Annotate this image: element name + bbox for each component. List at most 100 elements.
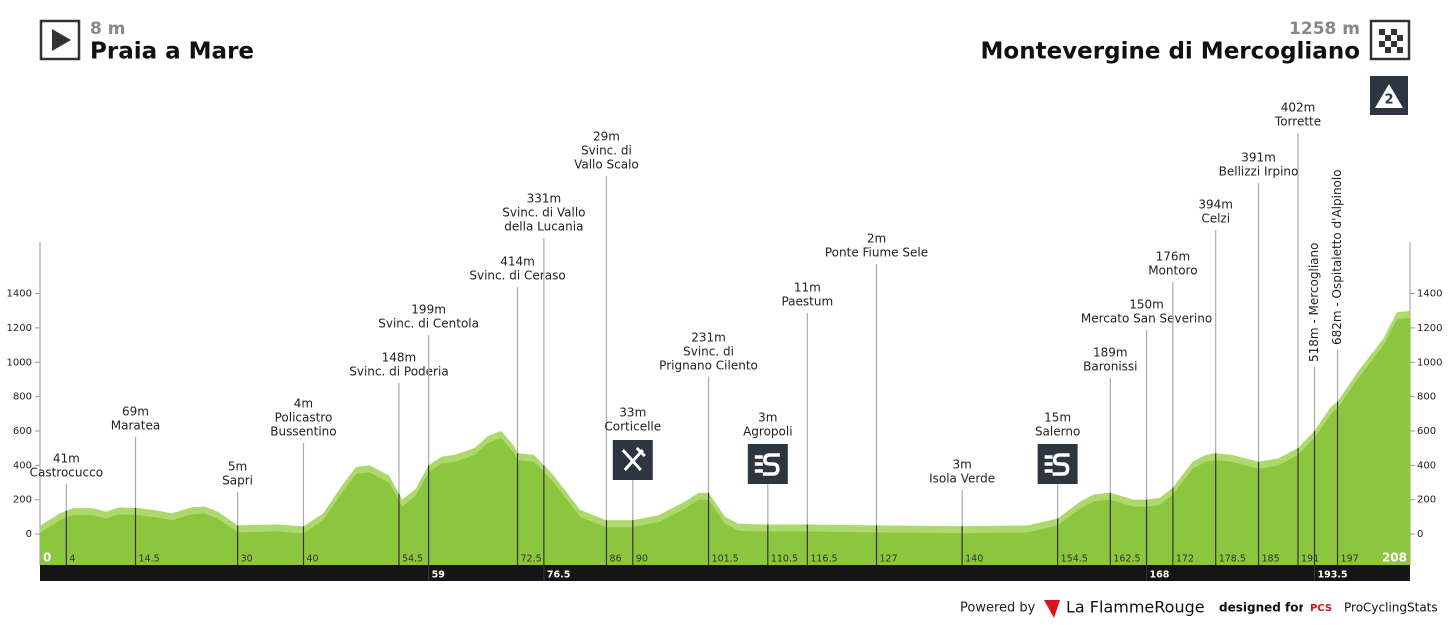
waypoint-label: Paestum xyxy=(781,295,833,309)
km-label: 154.5 xyxy=(1061,554,1088,565)
km-label: 116.5 xyxy=(810,554,837,565)
waypoint-label: Policastro xyxy=(275,411,333,425)
waypoint-label: 682m - Ospitaletto d'Alpinolo xyxy=(1330,169,1344,345)
sprint-icon xyxy=(747,444,788,484)
km-label: 168 xyxy=(1150,570,1170,581)
waypoint-label: 231m xyxy=(691,331,726,345)
waypoint-label: 33m xyxy=(619,406,646,420)
waypoint-label: 148m xyxy=(382,351,417,365)
y-tick-label: 600 xyxy=(1417,426,1436,437)
waypoint-label: Sapri xyxy=(222,474,253,488)
start-icon xyxy=(39,19,81,61)
start-altitude: 8 m xyxy=(90,19,125,39)
start-name: Praia a Mare xyxy=(90,39,254,65)
y-tick-label: 1000 xyxy=(7,357,32,368)
waypoint-label: 199m xyxy=(411,303,446,317)
y-tick-label: 0 xyxy=(1417,529,1423,540)
km-label: 86 xyxy=(609,554,621,565)
km-label: 76.5 xyxy=(547,570,570,581)
km-label: 72.5 xyxy=(521,554,542,565)
km-label: 40 xyxy=(306,554,318,565)
waypoint-label: 414m xyxy=(500,255,535,269)
waypoint-label: Maratea xyxy=(111,419,160,433)
pcs-box xyxy=(1303,602,1340,614)
y-tick-label: 0 xyxy=(26,529,32,540)
sprint-icon xyxy=(1037,444,1078,484)
waypoint-label: Mercato San Severino xyxy=(1081,312,1212,326)
km-label: 193.5 xyxy=(1317,570,1347,581)
y-tick-label: 400 xyxy=(13,460,32,471)
climb-badge: 2 xyxy=(1370,76,1408,115)
km-label: 59 xyxy=(432,570,445,581)
waypoint-label: della Lucania xyxy=(504,220,583,234)
icon-glyph xyxy=(754,453,780,476)
y-tick-label: 1400 xyxy=(7,289,32,300)
y-tick-label: 1200 xyxy=(1417,323,1442,334)
waypoint-label: Baronissi xyxy=(1083,360,1137,374)
waypoint-label: Ponte Fiume Sele xyxy=(825,246,928,260)
waypoint-label: Svinc. di xyxy=(581,144,632,158)
footer: Powered by La FlammeRouge designed for P… xyxy=(960,598,1438,618)
waypoint-label: Torrette xyxy=(1274,115,1321,129)
icon-glyph xyxy=(621,446,646,472)
feed-icon xyxy=(612,440,653,480)
y-tick-label: 200 xyxy=(13,495,32,506)
waypoint-label: Corticelle xyxy=(604,420,661,434)
brand-logo xyxy=(1044,600,1060,618)
waypoint-label: Salerno xyxy=(1035,425,1080,439)
waypoint-label: Castrocucco xyxy=(30,466,103,480)
icon-glyph xyxy=(1044,453,1070,476)
waypoint-label: 2m xyxy=(867,232,886,246)
waypoint-label: 11m xyxy=(794,281,821,295)
waypoint-label: 3m xyxy=(952,458,971,472)
waypoint-label: 331m xyxy=(527,192,562,206)
km-label: 127 xyxy=(879,554,897,565)
y-tick-label: 1000 xyxy=(1417,357,1442,368)
km-label: 162.5 xyxy=(1113,554,1140,565)
waypoint-label: Bellizzi Irpino xyxy=(1219,165,1299,179)
waypoint-label: Svinc. di xyxy=(683,345,734,359)
waypoint-label: Prignano Cilento xyxy=(659,359,758,373)
km-label: 54.5 xyxy=(402,554,423,565)
km-label: 101.5 xyxy=(712,554,739,565)
waypoint-label: Svinc. di Vallo xyxy=(502,206,585,220)
waypoint-label: 394m xyxy=(1198,198,1233,212)
km-label: 191 xyxy=(1301,554,1319,565)
waypoint-label: 29m xyxy=(593,130,620,144)
km-label: 90 xyxy=(636,554,648,565)
finish-icon xyxy=(1369,19,1411,61)
waypoint-label: Svinc. di Poderia xyxy=(349,365,448,379)
profile-area xyxy=(40,317,1410,565)
km-label: 185 xyxy=(1262,554,1280,565)
waypoint-label: 150m xyxy=(1129,298,1164,312)
y-tick-label: 1400 xyxy=(1417,289,1442,300)
waypoint-label: 3m xyxy=(758,411,777,425)
pcs: PCS xyxy=(1310,603,1332,614)
waypoint-label: Vallo Scalo xyxy=(574,158,639,172)
waypoint-label: Svinc. di Ceraso xyxy=(469,269,565,283)
km-finish: 208 xyxy=(1382,551,1407,565)
y-tick-label: 1200 xyxy=(7,323,32,334)
km-label: 14.5 xyxy=(139,554,160,565)
y-tick-label: 400 xyxy=(1417,460,1436,471)
powered-by: Powered by xyxy=(960,601,1036,616)
km-label: 4 xyxy=(69,554,75,565)
waypoint-label: 69m xyxy=(122,405,149,419)
km-label: 30 xyxy=(241,554,253,565)
waypoint-label: Bussentino xyxy=(270,425,336,439)
waypoint-label: 402m xyxy=(1281,101,1316,115)
km-label: 172 xyxy=(1176,554,1194,565)
km-label: 140 xyxy=(965,554,983,565)
waypoint-label: Agropoli xyxy=(743,425,792,439)
km-label: 110.5 xyxy=(771,554,798,565)
waypoint-label: 518m - Mercogliano xyxy=(1307,243,1321,362)
waypoint-label: Isola Verde xyxy=(929,472,995,486)
waypoint-label: 189m xyxy=(1093,346,1128,360)
waypoint-label: 391m xyxy=(1241,151,1276,165)
waypoint-label: Celzi xyxy=(1201,212,1230,226)
y-tick-label: 800 xyxy=(1417,392,1436,403)
waypoint-label: 15m xyxy=(1044,411,1071,425)
y-tick-label: 200 xyxy=(1417,495,1436,506)
waypoint-label: Svinc. di Centola xyxy=(378,317,479,331)
